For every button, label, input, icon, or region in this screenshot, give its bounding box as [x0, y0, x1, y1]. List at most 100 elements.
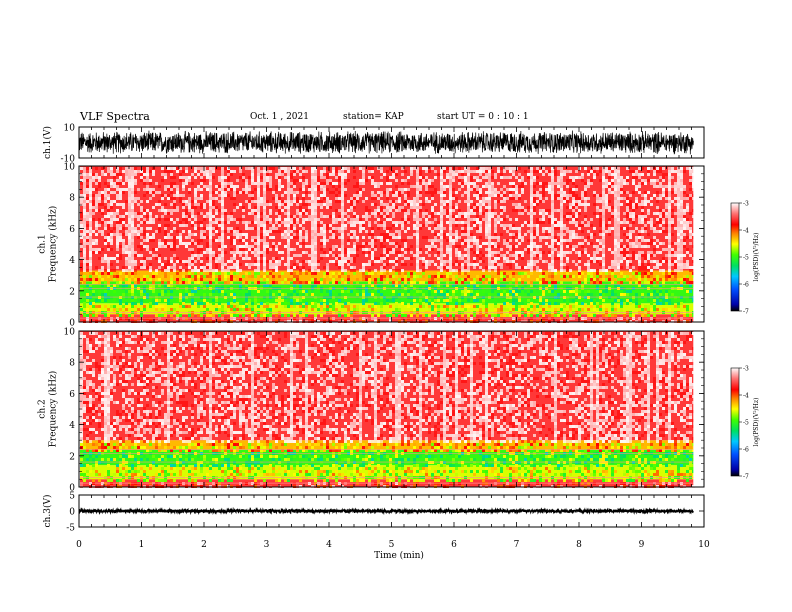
spectrogram-cell: [314, 296, 317, 299]
spectrogram-cell: [473, 239, 476, 242]
spectrogram-cell: [557, 221, 560, 224]
spectrogram-cell: [380, 293, 383, 296]
spectrogram-cell: [200, 248, 203, 251]
spectrogram-cell: [116, 272, 119, 275]
spectrogram-cell: [506, 176, 509, 179]
spectrogram-cell: [293, 278, 296, 281]
spectrogram-cell: [392, 224, 395, 227]
spectrogram-cell: [452, 263, 455, 266]
spectrogram-cell: [542, 221, 545, 224]
spectrogram-cell: [89, 173, 92, 176]
spectrogram-cell: [101, 203, 104, 206]
spectrogram-cell: [197, 257, 200, 260]
spectrogram-cell: [398, 209, 401, 212]
spectrogram-cell: [206, 176, 209, 179]
spectrogram-cell: [107, 209, 110, 212]
spectrogram-cell: [329, 179, 332, 182]
spectrogram-cell: [530, 257, 533, 260]
spectrogram-cell: [416, 188, 419, 191]
spectrogram-cell: [473, 281, 476, 284]
spectrogram-cell: [242, 209, 245, 212]
spectrogram-cell: [395, 275, 398, 278]
spectrogram-cell: [110, 233, 113, 236]
spectrogram-cell: [560, 263, 563, 266]
spectrogram-cell: [521, 251, 524, 254]
spectrogram-cell: [197, 275, 200, 278]
spectrogram-cell: [104, 197, 107, 200]
spectrogram-cell: [446, 239, 449, 242]
spectrogram-cell: [338, 173, 341, 176]
spectrogram-cell: [95, 200, 98, 203]
spectrogram-cell: [416, 236, 419, 239]
spectrogram-cell: [263, 188, 266, 191]
spectrogram-cell: [350, 236, 353, 239]
spectrogram-cell: [131, 173, 134, 176]
spectrogram-cell: [395, 269, 398, 272]
spectrogram-cell: [92, 314, 95, 317]
spectrogram-cell: [182, 305, 185, 308]
spectrogram-cell: [278, 296, 281, 299]
spectrogram-cell: [215, 239, 218, 242]
spectrogram-cell: [377, 224, 380, 227]
spectrogram-cell: [455, 275, 458, 278]
spectrogram-cell: [383, 233, 386, 236]
spectrogram-cell: [470, 227, 473, 230]
spectrogram-cell: [551, 221, 554, 224]
spectrogram-cell: [281, 167, 284, 170]
spectrogram-cell: [209, 182, 212, 185]
spectrogram-cell: [80, 179, 83, 182]
spectrogram-cell: [122, 242, 125, 245]
spectrogram-cell: [257, 221, 260, 224]
spectrogram-cell: [218, 254, 221, 257]
spectrogram-cell: [491, 281, 494, 284]
spectrogram-cell: [290, 176, 293, 179]
spectrogram-cell: [371, 293, 374, 296]
spectrogram-cell: [320, 212, 323, 215]
spectrogram-cell: [449, 269, 452, 272]
spectrogram-cell: [488, 251, 491, 254]
spectrogram-cell: [299, 305, 302, 308]
spectrogram-cell: [212, 206, 215, 209]
spectrogram-cell: [572, 188, 575, 191]
spectrogram-cell: [212, 275, 215, 278]
spectrogram-cell: [230, 275, 233, 278]
spectrogram-cell: [443, 194, 446, 197]
spectrogram-cell: [416, 173, 419, 176]
spectrogram-cell: [392, 299, 395, 302]
spectrogram-cell: [116, 236, 119, 239]
spectrogram-cell: [428, 191, 431, 194]
spectrogram-cell: [119, 221, 122, 224]
spectrogram-cell: [347, 290, 350, 293]
spectrogram-cell: [83, 227, 86, 230]
spectrogram-cell: [539, 170, 542, 173]
spectrogram-cell: [212, 239, 215, 242]
spectrogram-cell: [230, 182, 233, 185]
spectrogram-cell: [542, 185, 545, 188]
spectrogram-cell: [161, 263, 164, 266]
spectrogram-cell: [443, 179, 446, 182]
spectrogram-cell: [269, 203, 272, 206]
spectrogram-cell: [209, 233, 212, 236]
spectrogram-cell: [317, 179, 320, 182]
spectrogram-cell: [359, 317, 362, 320]
spectrogram-cell: [116, 254, 119, 257]
spectrogram-cell: [275, 317, 278, 320]
spectrogram-cell: [371, 239, 374, 242]
spectrogram-cell: [467, 170, 470, 173]
spectrogram-cell: [467, 299, 470, 302]
spectrogram-cell: [512, 278, 515, 281]
spectrogram-cell: [455, 284, 458, 287]
spectrogram-cell: [428, 170, 431, 173]
spectrogram-cell: [98, 200, 101, 203]
spectrogram-cell: [173, 254, 176, 257]
spectrogram-cell: [341, 242, 344, 245]
spectrogram-cell: [164, 239, 167, 242]
spectrogram-cell: [284, 296, 287, 299]
spectrogram-cell: [275, 200, 278, 203]
spectrogram-cell: [98, 299, 101, 302]
spectrogram-cell: [419, 191, 422, 194]
spectrogram-cell: [500, 188, 503, 191]
spectrogram-cell: [452, 206, 455, 209]
spectrogram-cell: [209, 263, 212, 266]
spectrogram-cell: [584, 317, 587, 320]
